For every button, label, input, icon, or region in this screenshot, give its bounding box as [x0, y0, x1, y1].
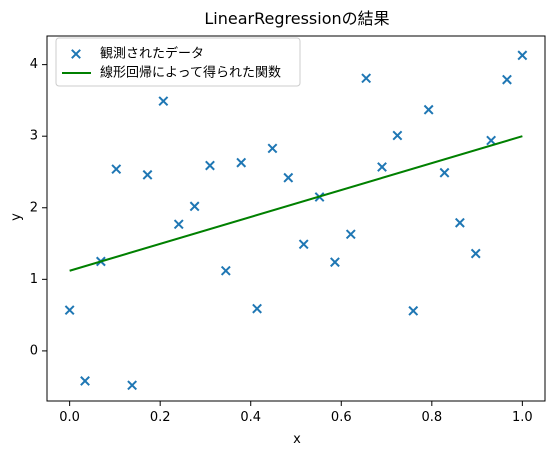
scatter-point — [439, 167, 450, 178]
legend: 観測されたデータ 線形回帰によって得られた関数 — [55, 37, 301, 87]
scatter-point — [205, 160, 215, 171]
scatter-point — [127, 380, 138, 391]
legend-box — [55, 37, 301, 87]
scatter-point — [377, 162, 387, 172]
legend-marker-scatter — [71, 49, 81, 59]
scatter-point — [345, 229, 356, 240]
scatter-point — [361, 73, 372, 84]
x-tick-label: 0.8 — [421, 410, 442, 425]
plot-area — [64, 50, 528, 391]
scatter-point — [220, 265, 231, 276]
x-tick-label: 0.4 — [240, 410, 261, 425]
regression-line — [69, 135, 523, 272]
scatter-point — [189, 201, 200, 212]
scatter-point — [408, 305, 419, 316]
scatter-point — [267, 143, 278, 154]
x-axis: 0.0 0.2 0.4 0.6 0.8 1.0 — [59, 401, 533, 425]
legend-label-observed: 観測されたデータ — [100, 46, 204, 62]
y-axis-label: y — [9, 213, 24, 221]
scatter-point — [64, 305, 75, 316]
y-tick-label: 0 — [30, 343, 38, 358]
scatter-point — [423, 104, 434, 115]
y-tick-label: 3 — [30, 129, 38, 144]
chart-title: LinearRegressionの結果 — [204, 9, 389, 28]
scatter-point — [298, 239, 309, 250]
scatter-point — [517, 50, 528, 61]
legend-label-regression: 線形回帰によって得られた関数 — [100, 65, 281, 81]
legend-scatter-mark — [71, 49, 81, 59]
scatter-point — [392, 130, 403, 141]
y-tick-label: 4 — [30, 57, 38, 72]
scatter-point — [142, 169, 153, 180]
scatter-point — [80, 376, 90, 386]
scatter-point — [486, 135, 497, 146]
y-axis: 0 1 2 3 4 — [30, 57, 47, 358]
x-tick-label: 0.6 — [331, 410, 352, 425]
x-tick-label: 0.0 — [59, 410, 80, 425]
y-tick-label: 2 — [30, 200, 38, 215]
y-tick-label: 1 — [30, 272, 38, 287]
scatter-point — [470, 248, 481, 259]
scatter-point — [158, 96, 169, 107]
scatter-point — [283, 172, 294, 183]
scatter-point — [111, 164, 122, 175]
scatter-point — [454, 217, 465, 228]
scatter-point — [252, 303, 262, 314]
scatter-point — [502, 74, 512, 85]
scatter-point — [173, 219, 184, 230]
x-tick-label: 1.0 — [512, 410, 533, 425]
x-tick-label: 0.2 — [150, 410, 171, 425]
x-axis-label: x — [293, 432, 301, 447]
scatter-point — [236, 157, 247, 168]
scatter-point — [330, 257, 340, 268]
axes-frame — [46, 35, 546, 402]
